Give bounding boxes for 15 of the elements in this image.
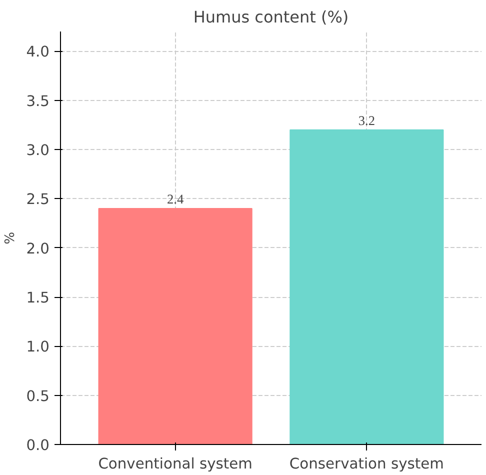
y-tick-label: 2.0 <box>26 240 50 258</box>
y-tick-label: 0.0 <box>26 437 50 454</box>
y-tick-label: 0.5 <box>26 388 50 405</box>
data-label: 3.2 <box>358 112 376 128</box>
y-tick-label: 2.5 <box>26 191 50 208</box>
y-tick-label: 4.0 <box>26 44 50 61</box>
chart-title: Humus content (%) <box>193 8 349 26</box>
y-axis-title: % <box>3 232 18 244</box>
y-tick-label: 1.5 <box>26 290 50 306</box>
y-tick-label: 3.5 <box>26 92 50 110</box>
x-tick-label: Conventional system <box>98 456 252 472</box>
x-tick-label: Conservation system <box>289 456 444 472</box>
data-label: 2.4 <box>166 192 184 206</box>
y-tick-label: 3.0 <box>26 142 50 159</box>
y-tick-label: 1.0 <box>26 338 50 356</box>
